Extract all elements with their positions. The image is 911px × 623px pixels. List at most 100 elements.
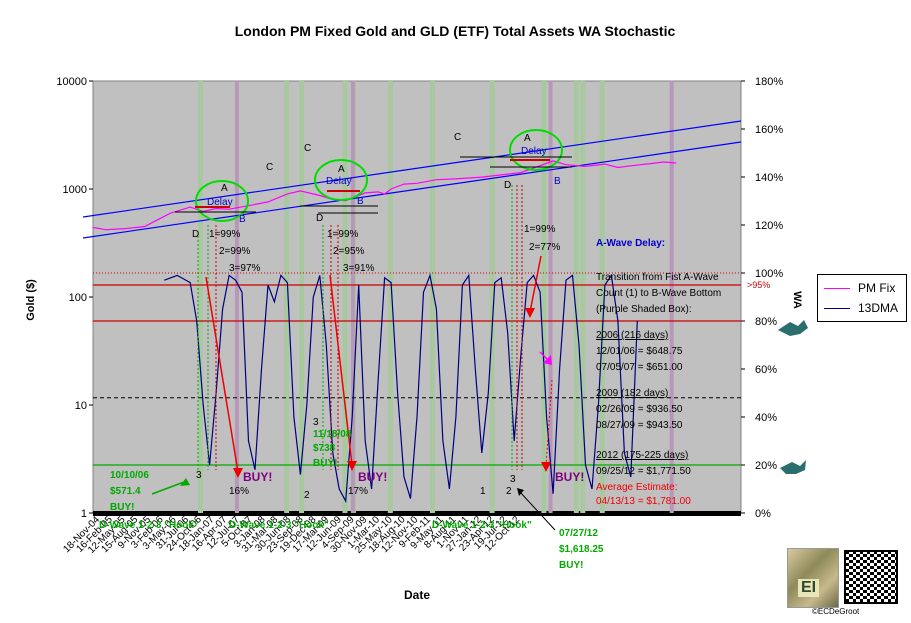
svg-text:10/10/06: 10/10/06 <box>110 470 149 481</box>
x-axis: 18-Nov-0416-Feb-0512-May-0515-Aug-059-No… <box>61 514 522 556</box>
info-2012-head: 2012 (175-225 days) <box>596 450 688 461</box>
svg-text:Average Estimate:: Average Estimate: <box>596 482 678 493</box>
wave-b-1: B <box>239 214 246 225</box>
copyright: ©ECDeGroot <box>812 607 860 616</box>
svg-text:02/26/09 = $936.50: 02/26/09 = $936.50 <box>596 404 683 415</box>
w2-pct-3: 3=91% <box>343 263 375 274</box>
green-band <box>489 81 495 513</box>
legend-label-13dma: 13DMA <box>858 301 899 315</box>
delay-circle-3 <box>509 129 563 171</box>
wave-a-3: A <box>524 133 531 144</box>
y2-tick-label: 140% <box>755 172 783 184</box>
buy-pct-2: 17% <box>348 486 368 497</box>
purple-band <box>350 81 355 513</box>
y-axis-right: 0% 20% 40% 60% 80% 100% 120% 140% 160% 180% <box>741 76 783 520</box>
w1-pct-1: 1=99% <box>209 229 241 240</box>
buy-label-1: BUY! <box>243 470 272 484</box>
green-band <box>284 81 290 513</box>
num-2-a: 2 <box>304 490 310 501</box>
svg-text:$738: $738 <box>313 443 336 454</box>
purple-band <box>548 81 553 513</box>
info-heading: A-Wave Delay: <box>596 238 665 249</box>
green-band <box>599 81 605 513</box>
wave-c-2: C <box>304 143 311 154</box>
y2-axis-label: WA <box>791 291 803 309</box>
legend-swatch-pm-fix <box>824 287 850 289</box>
w1-pct-3: 3=97% <box>229 263 261 274</box>
logo-image: EI <box>787 548 839 608</box>
delay-label-3: Delay <box>521 146 547 157</box>
ref-label: >95% <box>747 280 770 290</box>
reference-lines: >95% <box>93 272 770 466</box>
svg-text:08/27/09 = $943.50: 08/27/09 = $943.50 <box>596 420 683 431</box>
logo-block: EI ©ECDeGroot <box>787 548 907 618</box>
svg-text:$1,618.25: $1,618.25 <box>559 544 604 555</box>
svg-text:07/27/12: 07/27/12 <box>559 528 598 539</box>
series-lines <box>92 160 677 504</box>
wave-a-2: A <box>338 164 345 175</box>
w1-pct-2: 2=99% <box>219 246 251 257</box>
wave-d-3: D <box>504 180 511 191</box>
green-band <box>342 81 348 513</box>
legend-label-pm-fix: PM Fix <box>858 281 896 295</box>
y2-tick-label: 100% <box>755 268 783 280</box>
wave-c-1: C <box>266 162 273 173</box>
legend-swatch-13dma <box>824 307 850 309</box>
w3-pct-2: 2=77% <box>529 242 561 253</box>
wave-c-3: C <box>454 132 461 143</box>
y2-tick-label: 80% <box>755 316 777 328</box>
y-tick-label: 100 <box>69 292 87 304</box>
logo-text: EI <box>798 579 820 597</box>
num-1-a: 1 <box>480 486 486 497</box>
purple-band <box>669 81 674 513</box>
y-tick-label: 1000 <box>63 184 87 196</box>
y2-tick-label: 20% <box>755 460 777 472</box>
y2-tick-label: 60% <box>755 364 777 376</box>
hook-label-1: D-Wave 1-2-3 "Hook" <box>99 520 199 531</box>
y2-tick-label: 40% <box>755 412 777 424</box>
callout-2012: 07/27/12 $1,618.25 BUY! <box>559 528 604 571</box>
delay-circle-1 <box>195 180 249 222</box>
green-band <box>580 81 586 513</box>
y2-tick-label: 0% <box>755 508 771 520</box>
svg-text:09/25/12 = $1,771.50: 09/25/12 = $1,771.50 <box>596 466 691 477</box>
info-2006-head: 2006 (216 days) <box>596 330 668 341</box>
green-band <box>197 81 203 513</box>
svg-text:12/01/06 = $648.75: 12/01/06 = $648.75 <box>596 346 683 357</box>
w2-pct-1: 1=99% <box>327 229 359 240</box>
green-band <box>573 81 579 513</box>
wave-d-2: D <box>316 213 323 224</box>
num-2-b: 2 <box>506 486 512 497</box>
info-2009-head: 2009 (182 days) <box>596 388 668 399</box>
delay-circle-2 <box>314 159 368 201</box>
y2-tick-label: 180% <box>755 76 783 88</box>
y2-tick-label: 120% <box>755 220 783 232</box>
trend-channel <box>82 120 742 239</box>
svg-text:11/18/08: 11/18/08 <box>313 429 352 440</box>
hook-label-3: D-Wave 1-2-3 "Hook" <box>432 520 532 531</box>
series-pm-fix <box>92 160 677 231</box>
y-axis-left: 1 10 100 1000 10000 <box>56 76 93 520</box>
x-axis-label: Date <box>404 588 430 602</box>
buy-label-3: BUY! <box>555 470 584 484</box>
wave-d-1: D <box>192 229 199 240</box>
y-tick-label: 1 <box>81 508 87 520</box>
num-3-a: 3 <box>196 470 202 481</box>
green-band <box>299 81 305 513</box>
series-13dma <box>164 273 638 504</box>
svg-text:Count (1) to B-Wave Bottom: Count (1) to B-Wave Bottom <box>596 288 721 299</box>
bull-bear-icons <box>778 320 808 474</box>
legend: PM Fix 13DMA <box>817 274 907 322</box>
svg-text:Transition from Fist A-Wave: Transition from Fist A-Wave <box>596 272 719 283</box>
hook-label-2: D-Wave 1-2-3 "Hook" <box>229 520 329 531</box>
wave-annotations: Delay Delay Delay A B C D A B C D A B C … <box>99 129 604 571</box>
y-axis-label: Gold ($) <box>25 279 37 321</box>
green-band <box>541 81 547 513</box>
buy-pct-1: 16% <box>229 486 249 497</box>
callout-2008: 11/18/08 $738 BUY! <box>313 429 352 469</box>
y-tick-label: 10000 <box>56 76 87 88</box>
wave-b-3: B <box>554 176 561 187</box>
qr-code <box>844 550 898 604</box>
delay-label-1: Delay <box>207 197 233 208</box>
svg-text:BUY!: BUY! <box>110 502 134 513</box>
